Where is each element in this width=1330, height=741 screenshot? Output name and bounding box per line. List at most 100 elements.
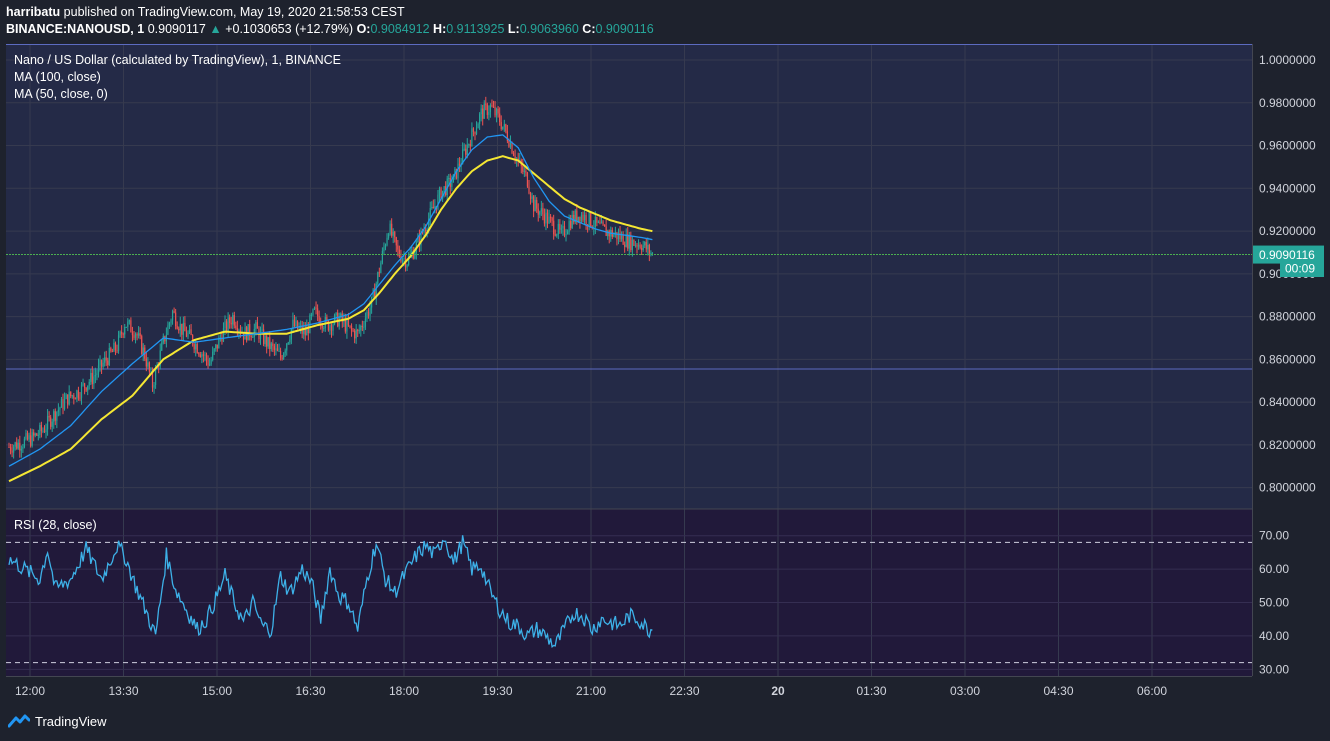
candle-up — [150, 371, 152, 373]
candle-up — [651, 252, 654, 254]
candle-up — [20, 448, 22, 451]
candle-down — [542, 208, 544, 215]
candle-down — [514, 155, 516, 160]
ma100-legend[interactable]: MA (100, close) — [14, 70, 101, 84]
candle-up — [94, 374, 97, 377]
candle-down — [497, 109, 499, 114]
candle-down — [317, 308, 319, 316]
candle-down — [193, 344, 195, 350]
tradingview-logo-icon — [8, 714, 30, 728]
candle-down — [19, 442, 21, 451]
candle-down — [570, 221, 572, 229]
candle-up — [87, 385, 89, 391]
candle-up — [224, 321, 226, 329]
candle-up — [99, 360, 101, 366]
candles — [8, 96, 654, 459]
candle-up — [340, 313, 342, 318]
candle-up — [210, 359, 212, 365]
candle-down — [412, 251, 414, 259]
rsi-pane-background — [6, 509, 1252, 676]
candle-down — [77, 390, 80, 398]
candle-up — [560, 228, 562, 230]
candle-up — [28, 435, 30, 440]
candle-up — [290, 328, 292, 340]
candle-up — [377, 272, 379, 284]
candle-down — [492, 106, 495, 108]
candle-down — [508, 141, 510, 147]
candle-down — [110, 348, 112, 352]
candle-down — [374, 289, 376, 298]
candle-up — [488, 111, 490, 115]
price-tick-label: 0.8200000 — [1259, 438, 1316, 452]
candle-down — [505, 124, 507, 132]
candle-down — [26, 433, 29, 440]
candle-down — [482, 108, 484, 119]
candle-up — [168, 322, 171, 326]
candle-down — [553, 220, 555, 235]
candle-down — [250, 335, 252, 338]
candle-down — [79, 397, 81, 399]
candle-up — [59, 407, 61, 410]
candle-down — [50, 417, 52, 427]
candle-up — [295, 320, 297, 327]
author-name[interactable]: harribatu — [6, 5, 61, 19]
candle-up — [386, 237, 388, 246]
candle-up — [182, 322, 184, 335]
time-axis-ticks[interactable]: 12:00 13:30 15:00 16:30 18:00 19:30 21:00 22:30… — [15, 684, 1167, 698]
candle-down — [596, 216, 598, 223]
price-axis-ticks[interactable]: 1.0000000 0.9800000 0.9600000 0.9400000 0.92… — [1259, 53, 1316, 495]
candle-down — [178, 328, 180, 331]
high-label: H: — [433, 22, 447, 36]
open-value: 0.9084912 — [370, 22, 430, 36]
time-tick-label: 20 — [771, 684, 785, 698]
ma50-line — [8, 134, 653, 467]
candle-up — [434, 206, 436, 209]
candle-down — [216, 344, 218, 349]
time-tick-label: 15:00 — [202, 684, 232, 698]
candle-down — [269, 337, 271, 349]
candle-up — [375, 283, 377, 298]
candle-up — [647, 244, 649, 250]
candle-up — [292, 319, 294, 329]
candle-up — [557, 223, 559, 235]
time-tick-label: 01:30 — [856, 684, 886, 698]
candle-up — [222, 328, 225, 342]
time-tick-label: 03:00 — [950, 684, 980, 698]
price-tick-label: 0.8800000 — [1259, 310, 1316, 324]
candle-up — [60, 398, 63, 408]
open-label: O: — [356, 22, 371, 36]
candle-up — [462, 149, 464, 164]
candle-down — [279, 350, 282, 358]
candle-up — [323, 328, 325, 330]
tradingview-brand[interactable]: TradingView — [35, 713, 107, 729]
candle-up — [267, 337, 269, 347]
candle-down — [576, 210, 578, 222]
candle-up — [80, 384, 83, 398]
candle-up — [495, 109, 498, 116]
candle-down — [425, 229, 427, 231]
candle-up — [607, 230, 609, 237]
candle-up — [577, 216, 579, 222]
candle-up — [212, 351, 214, 360]
candle-up — [571, 215, 573, 229]
candle-up — [154, 368, 157, 385]
candle-up — [380, 262, 382, 273]
rsi-bands — [6, 541, 1252, 664]
candle-down — [543, 214, 546, 224]
candle-up — [539, 211, 541, 215]
candle-up — [466, 144, 468, 155]
rsi-axis-ticks[interactable]: 70.00 60.00 50.00 40.00 30.00 — [1259, 529, 1289, 677]
rsi-legend[interactable]: RSI (28, close) — [14, 518, 97, 532]
candle-up — [548, 216, 550, 224]
candle-down — [367, 311, 370, 316]
candle-down — [486, 104, 488, 115]
candle-down — [304, 328, 306, 336]
candle-up — [51, 421, 53, 427]
candle-up — [37, 434, 39, 436]
candle-up — [159, 350, 161, 367]
candle-up — [625, 234, 627, 247]
price-tick-label: 0.8600000 — [1259, 352, 1316, 366]
high-value: 0.9113925 — [446, 22, 505, 36]
ma50-legend[interactable]: MA (50, close, 0) — [14, 87, 108, 101]
